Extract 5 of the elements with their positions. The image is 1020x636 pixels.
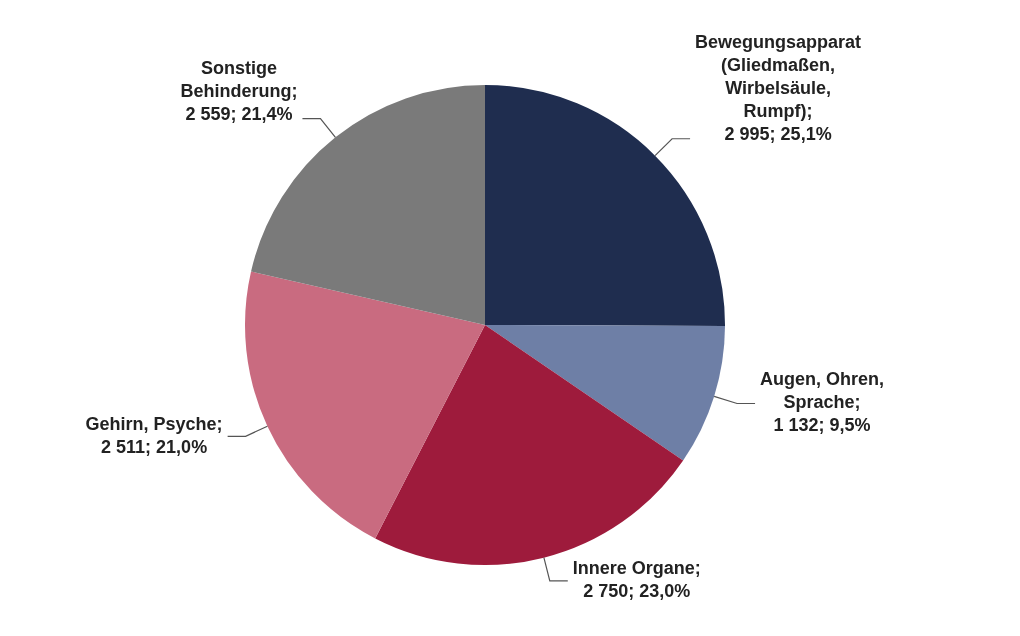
slice-label: Innere Organe; 2 750; 23,0% xyxy=(572,558,701,602)
slice-label: Bewegungsapparat (Gliedmaßen, Wirbelsäule, Rumpf); 2 995; 25,1% xyxy=(695,32,862,145)
slice-label: Augen, Ohren, Sprache; 1 132; 9,5% xyxy=(760,369,885,436)
slice-label: Gehirn, Psyche; 2 511; 21,0% xyxy=(85,413,223,457)
slice-label: Sonstige Behinderung; 2 559; 21,4% xyxy=(180,58,298,125)
